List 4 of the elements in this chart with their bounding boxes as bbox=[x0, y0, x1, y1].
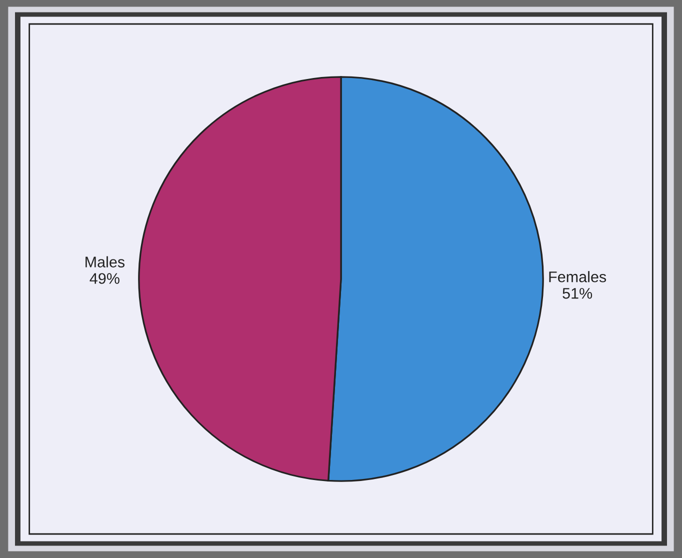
slice-label: Males bbox=[86, 256, 125, 268]
slice-label: Females bbox=[549, 271, 606, 282]
data-label: 51% bbox=[562, 288, 592, 299]
data-label: 49% bbox=[90, 273, 120, 284]
